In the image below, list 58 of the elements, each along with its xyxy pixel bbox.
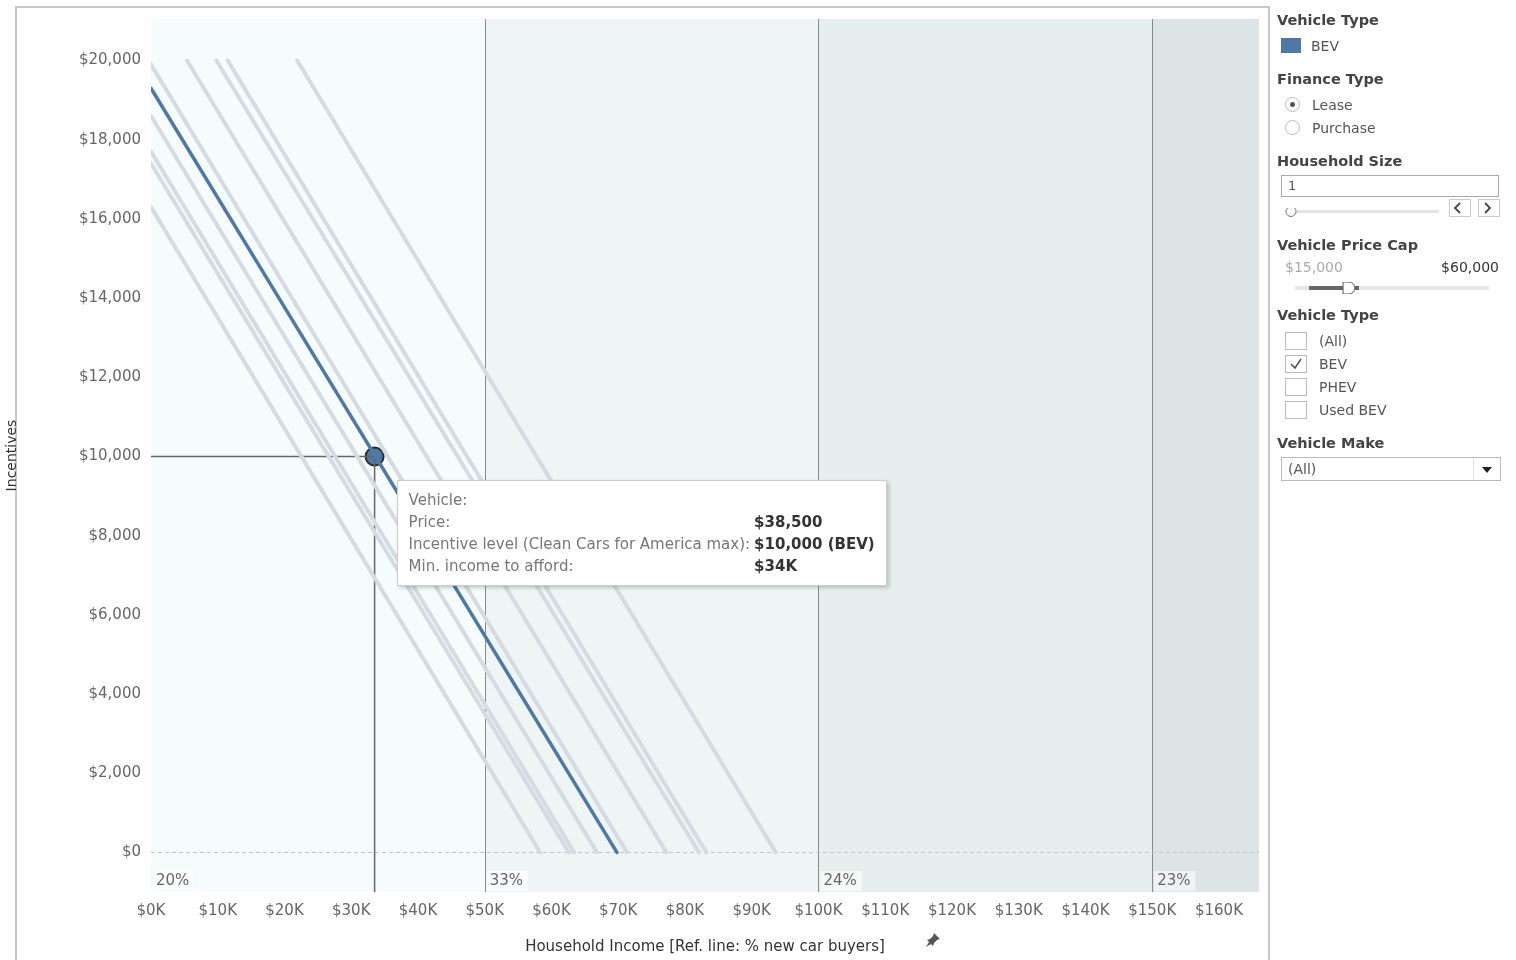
x-tick-label: $90K xyxy=(732,900,773,919)
x-tick-label: $120K xyxy=(927,900,978,919)
x-tick-label: $60K xyxy=(532,900,572,919)
x-tick-label: $100K xyxy=(794,900,844,919)
annotation: Incentive level (Clean Cars for America max): xyxy=(408,534,751,556)
band-label: 20% xyxy=(156,870,190,889)
annotation: $38,500 xyxy=(754,512,824,534)
annotation: $10,000 (BEV) xyxy=(754,534,875,556)
legend-title: Vehicle Type xyxy=(1277,12,1379,28)
x-tick-label: $140K xyxy=(1061,900,1111,919)
text: Finance Type xyxy=(1277,71,1384,87)
x-tick-label: $20K xyxy=(265,900,305,919)
annotation: Vehicle: xyxy=(408,490,469,512)
y-tick-label: $12,000 xyxy=(78,367,141,386)
y-tick-label: $18,000 xyxy=(78,129,141,148)
y-tick-label: $2,000 xyxy=(88,763,141,782)
text: Lease xyxy=(1312,96,1353,113)
annotation: Min. income to afford: xyxy=(408,556,575,578)
x-tick-label: $130K xyxy=(994,900,1044,919)
text: $15,000 xyxy=(1285,259,1343,275)
text: (All) xyxy=(1319,332,1348,349)
y-tick-label: $14,000 xyxy=(78,288,141,307)
legend-label: BEV xyxy=(1311,37,1340,54)
x-tick-label: $150K xyxy=(1128,900,1178,919)
y-tick-label: $4,000 xyxy=(88,683,141,702)
y-tick-label: $8,000 xyxy=(88,525,141,544)
x-axis-title: Household Income [Ref. line: % new car buyers] xyxy=(525,936,885,955)
text: Household Size xyxy=(1277,153,1403,169)
y-tick-label: $20,000 xyxy=(78,50,141,69)
band-label: 33% xyxy=(489,870,524,889)
text: $60,000 xyxy=(1441,259,1499,275)
annotation: Price: xyxy=(408,512,452,534)
text: BEV xyxy=(1319,355,1348,372)
y-tick-label: $10,000 xyxy=(78,446,141,465)
annotation: $34K xyxy=(754,556,799,578)
y-tick-label: $0 xyxy=(121,842,141,861)
x-tick-label: $50K xyxy=(465,900,506,919)
band-label: 23% xyxy=(1157,870,1191,889)
text-field: 1 xyxy=(1281,175,1499,197)
text: PHEV xyxy=(1319,378,1357,395)
y-axis-title: Incentives xyxy=(3,419,20,492)
y-tick-label: $6,000 xyxy=(88,604,141,623)
text: Purchase xyxy=(1312,119,1376,136)
x-tick-label: $70K xyxy=(598,900,639,919)
x-tick-label: $40K xyxy=(398,900,439,919)
text: Used BEV xyxy=(1319,401,1387,418)
y-tick-label: $16,000 xyxy=(78,208,141,227)
dropdown: (All) xyxy=(1281,457,1501,481)
band-label: 24% xyxy=(823,870,857,889)
x-tick-label: $110K xyxy=(861,900,911,919)
text: Vehicle Make xyxy=(1277,435,1385,451)
x-tick-label: $30K xyxy=(332,900,372,919)
x-tick-label: $10K xyxy=(198,900,239,919)
x-tick-label: $80K xyxy=(665,900,706,919)
x-tick-label: $160K xyxy=(1194,900,1245,919)
x-tick-label: $0K xyxy=(136,900,167,919)
text: Vehicle Type xyxy=(1277,307,1379,323)
text: Vehicle Price Cap xyxy=(1277,237,1419,253)
